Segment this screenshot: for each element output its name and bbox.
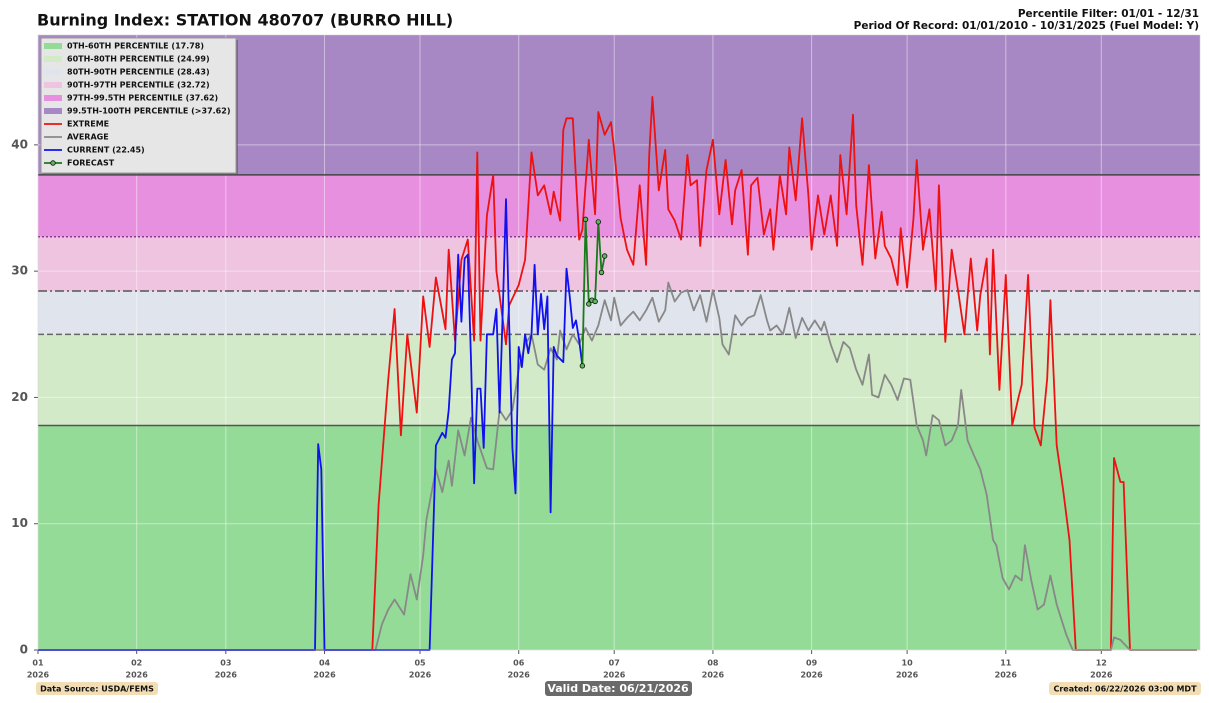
badge — [545, 681, 692, 696]
legend-label: FORECAST — [67, 159, 115, 168]
legend-marker — [50, 160, 56, 166]
legend — [40, 37, 237, 174]
legend-swatch — [44, 108, 62, 114]
x-tick-year: 2026 — [603, 671, 626, 680]
legend-swatch — [44, 95, 62, 101]
footer-created: Created: 06/22/2026 03:00 MDT — [1053, 685, 1197, 694]
x-tick-year: 2026 — [800, 671, 823, 680]
y-tick-label: 30 — [11, 264, 28, 278]
x-tick-label: 04 — [319, 659, 331, 668]
legend-label: AVERAGE — [67, 133, 109, 142]
badge — [1049, 682, 1201, 695]
forecast-marker — [582, 216, 589, 223]
x-tick-label: 12 — [1096, 659, 1107, 668]
forecast-marker — [586, 301, 592, 307]
legend-swatch — [44, 82, 62, 88]
legend-label: 97TH-99.5TH PERCENTILE (37.62) — [67, 94, 218, 103]
series-line — [38, 96, 1197, 651]
plot-frame — [37, 34, 1201, 651]
x-tick-year: 2026 — [215, 671, 238, 680]
legend-label: 90TH-97TH PERCENTILE (32.72) — [67, 81, 210, 90]
legend-label: 60TH-80TH PERCENTILE (24.99) — [67, 55, 210, 64]
x-tick-year: 2026 — [702, 671, 725, 680]
badge — [36, 682, 158, 695]
x-tick-label: 05 — [414, 659, 426, 668]
x-tick-label: 11 — [1000, 659, 1012, 668]
x-tick-year: 2026 — [508, 671, 531, 680]
y-tick-label: 20 — [11, 390, 28, 404]
footer-source: Data Source: USDA/FEMS — [40, 685, 154, 694]
x-tick-label: 08 — [707, 659, 719, 668]
forecast-marker — [601, 253, 608, 259]
series-line — [38, 198, 584, 651]
x-tick-year: 2026 — [313, 671, 336, 680]
y-tick-label: 10 — [11, 516, 28, 530]
x-tick-label: 02 — [131, 659, 142, 668]
legend-label: 99.5TH-100TH PERCENTILE (>37.62) — [67, 107, 230, 116]
chart-title: Burning Index: STATION 480707 (BURRO HIL… — [37, 11, 453, 30]
percentile-band — [38, 236, 1200, 291]
legend-swatch — [44, 56, 62, 62]
x-tick-year: 2026 — [27, 671, 50, 680]
forecast-marker — [598, 269, 605, 276]
x-tick-year: 2026 — [409, 671, 432, 680]
y-tick-label: 40 — [11, 137, 28, 151]
forecast-marker — [592, 298, 598, 305]
subtitle: Period Of Record: 01/01/2010 - 10/31/202… — [854, 20, 1199, 32]
legend-swatch — [44, 69, 62, 75]
x-tick-year: 2026 — [1090, 671, 1113, 680]
legend-label: EXTREME — [67, 120, 109, 129]
x-tick-label: 01 — [32, 659, 44, 668]
footer-valid: Valid Date: 06/21/2026 — [547, 682, 689, 695]
x-tick-year: 2026 — [896, 671, 919, 680]
x-tick-label: 10 — [902, 659, 914, 668]
x-tick-label: 03 — [220, 659, 231, 668]
x-tick-year: 2026 — [995, 671, 1018, 680]
forecast-marker — [595, 219, 602, 225]
subtitle: Percentile Filter: 01/01 - 12/31 — [1018, 8, 1199, 20]
y-tick-label: 0 — [20, 643, 28, 657]
legend-label: 80TH-90TH PERCENTILE (28.43) — [67, 68, 210, 77]
legend-swatch — [44, 43, 62, 49]
x-tick-year: 2026 — [126, 671, 149, 680]
x-tick-label: 07 — [609, 659, 620, 668]
x-tick-label: 09 — [806, 659, 818, 668]
forecast-marker — [579, 363, 586, 369]
legend-label: 0TH-60TH PERCENTILE (17.78) — [67, 42, 204, 51]
legend-label: CURRENT (22.45) — [67, 146, 145, 155]
plot-area: 0 10 20 30 40 01 2026 02 2026 03 2026 04 2026 05 2026 0… — [11, 34, 1201, 680]
percentile-band — [38, 425, 1200, 650]
series-line — [38, 281, 1197, 651]
x-tick-label: 06 — [513, 659, 525, 668]
percentile-band — [38, 334, 1200, 426]
